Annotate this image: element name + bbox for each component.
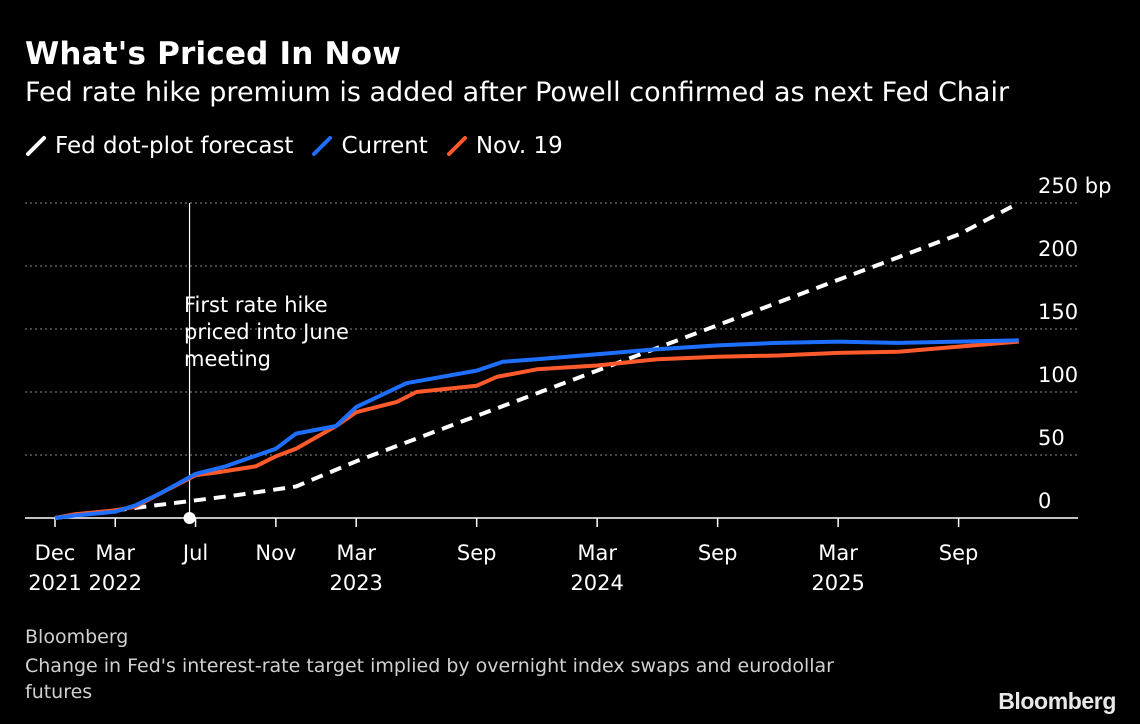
legend-item-dot-plot: Fed dot-plot forecast [25, 133, 293, 159]
x-tick-label-3: Nov [255, 541, 296, 565]
x-tick-label-1: Mar [95, 541, 135, 565]
x-tick-label-9: Sep [939, 541, 979, 565]
bloomberg-logo: Bloomberg [998, 688, 1116, 714]
legend-label-dot-plot: Fed dot-plot forecast [55, 133, 294, 159]
legend-swatch-nov19 [446, 135, 468, 157]
x-tick-year-0: 2021 [28, 571, 81, 595]
x-tick-label-0: Dec [35, 541, 76, 565]
legend-swatch-current [311, 135, 333, 157]
annotation-text-1: priced into June [184, 320, 349, 344]
x-tick-year-4: 2023 [329, 571, 382, 595]
legend-label-nov19: Nov. 19 [475, 133, 563, 159]
annotation-marker [183, 512, 196, 524]
y-tick-label-0: 0 [1038, 489, 1051, 513]
x-tick-label-8: Mar [818, 541, 858, 565]
x-tick-label-5: Sep [457, 541, 497, 565]
legend-item-nov19: Nov. 19 [446, 133, 563, 159]
chart-subtitle: Fed rate hike premium is added after Pow… [25, 77, 1010, 108]
annotation-text-2: meeting [184, 347, 271, 371]
legend-label-current: Current [341, 133, 428, 159]
x-tick-year-6: 2024 [570, 571, 623, 595]
chart-note: Change in Fed's interest-rate target imp… [25, 655, 834, 703]
y-tick-label-100: 100 [1038, 363, 1078, 387]
y-tick-label-200: 200 [1038, 237, 1078, 261]
series-line-current [54, 338, 1019, 520]
y-tick-label-150: 150 [1038, 300, 1078, 324]
chart-title: What's Priced In Now [25, 36, 402, 72]
y-tick-label-50: 50 [1038, 426, 1065, 450]
x-tick-label-7: Sep [698, 541, 738, 565]
x-tick-label-6: Mar [577, 541, 617, 565]
series-line-dot-plot [54, 201, 1020, 520]
chart-legend: Fed dot-plot forecast Current Nov. 19 [25, 133, 581, 159]
x-tick-year-1: 2022 [89, 571, 142, 595]
x-tick-year-8: 2025 [811, 571, 864, 595]
legend-swatch-dot-plot [25, 135, 47, 157]
annotation-text-0: First rate hike [184, 293, 328, 317]
y-tick-label-250: 250 bp [1038, 174, 1111, 198]
x-tick-label-4: Mar [336, 541, 376, 565]
source-label: Bloomberg [25, 626, 129, 648]
x-tick-label-2: Jul [181, 541, 208, 565]
legend-item-current: Current [311, 133, 428, 159]
